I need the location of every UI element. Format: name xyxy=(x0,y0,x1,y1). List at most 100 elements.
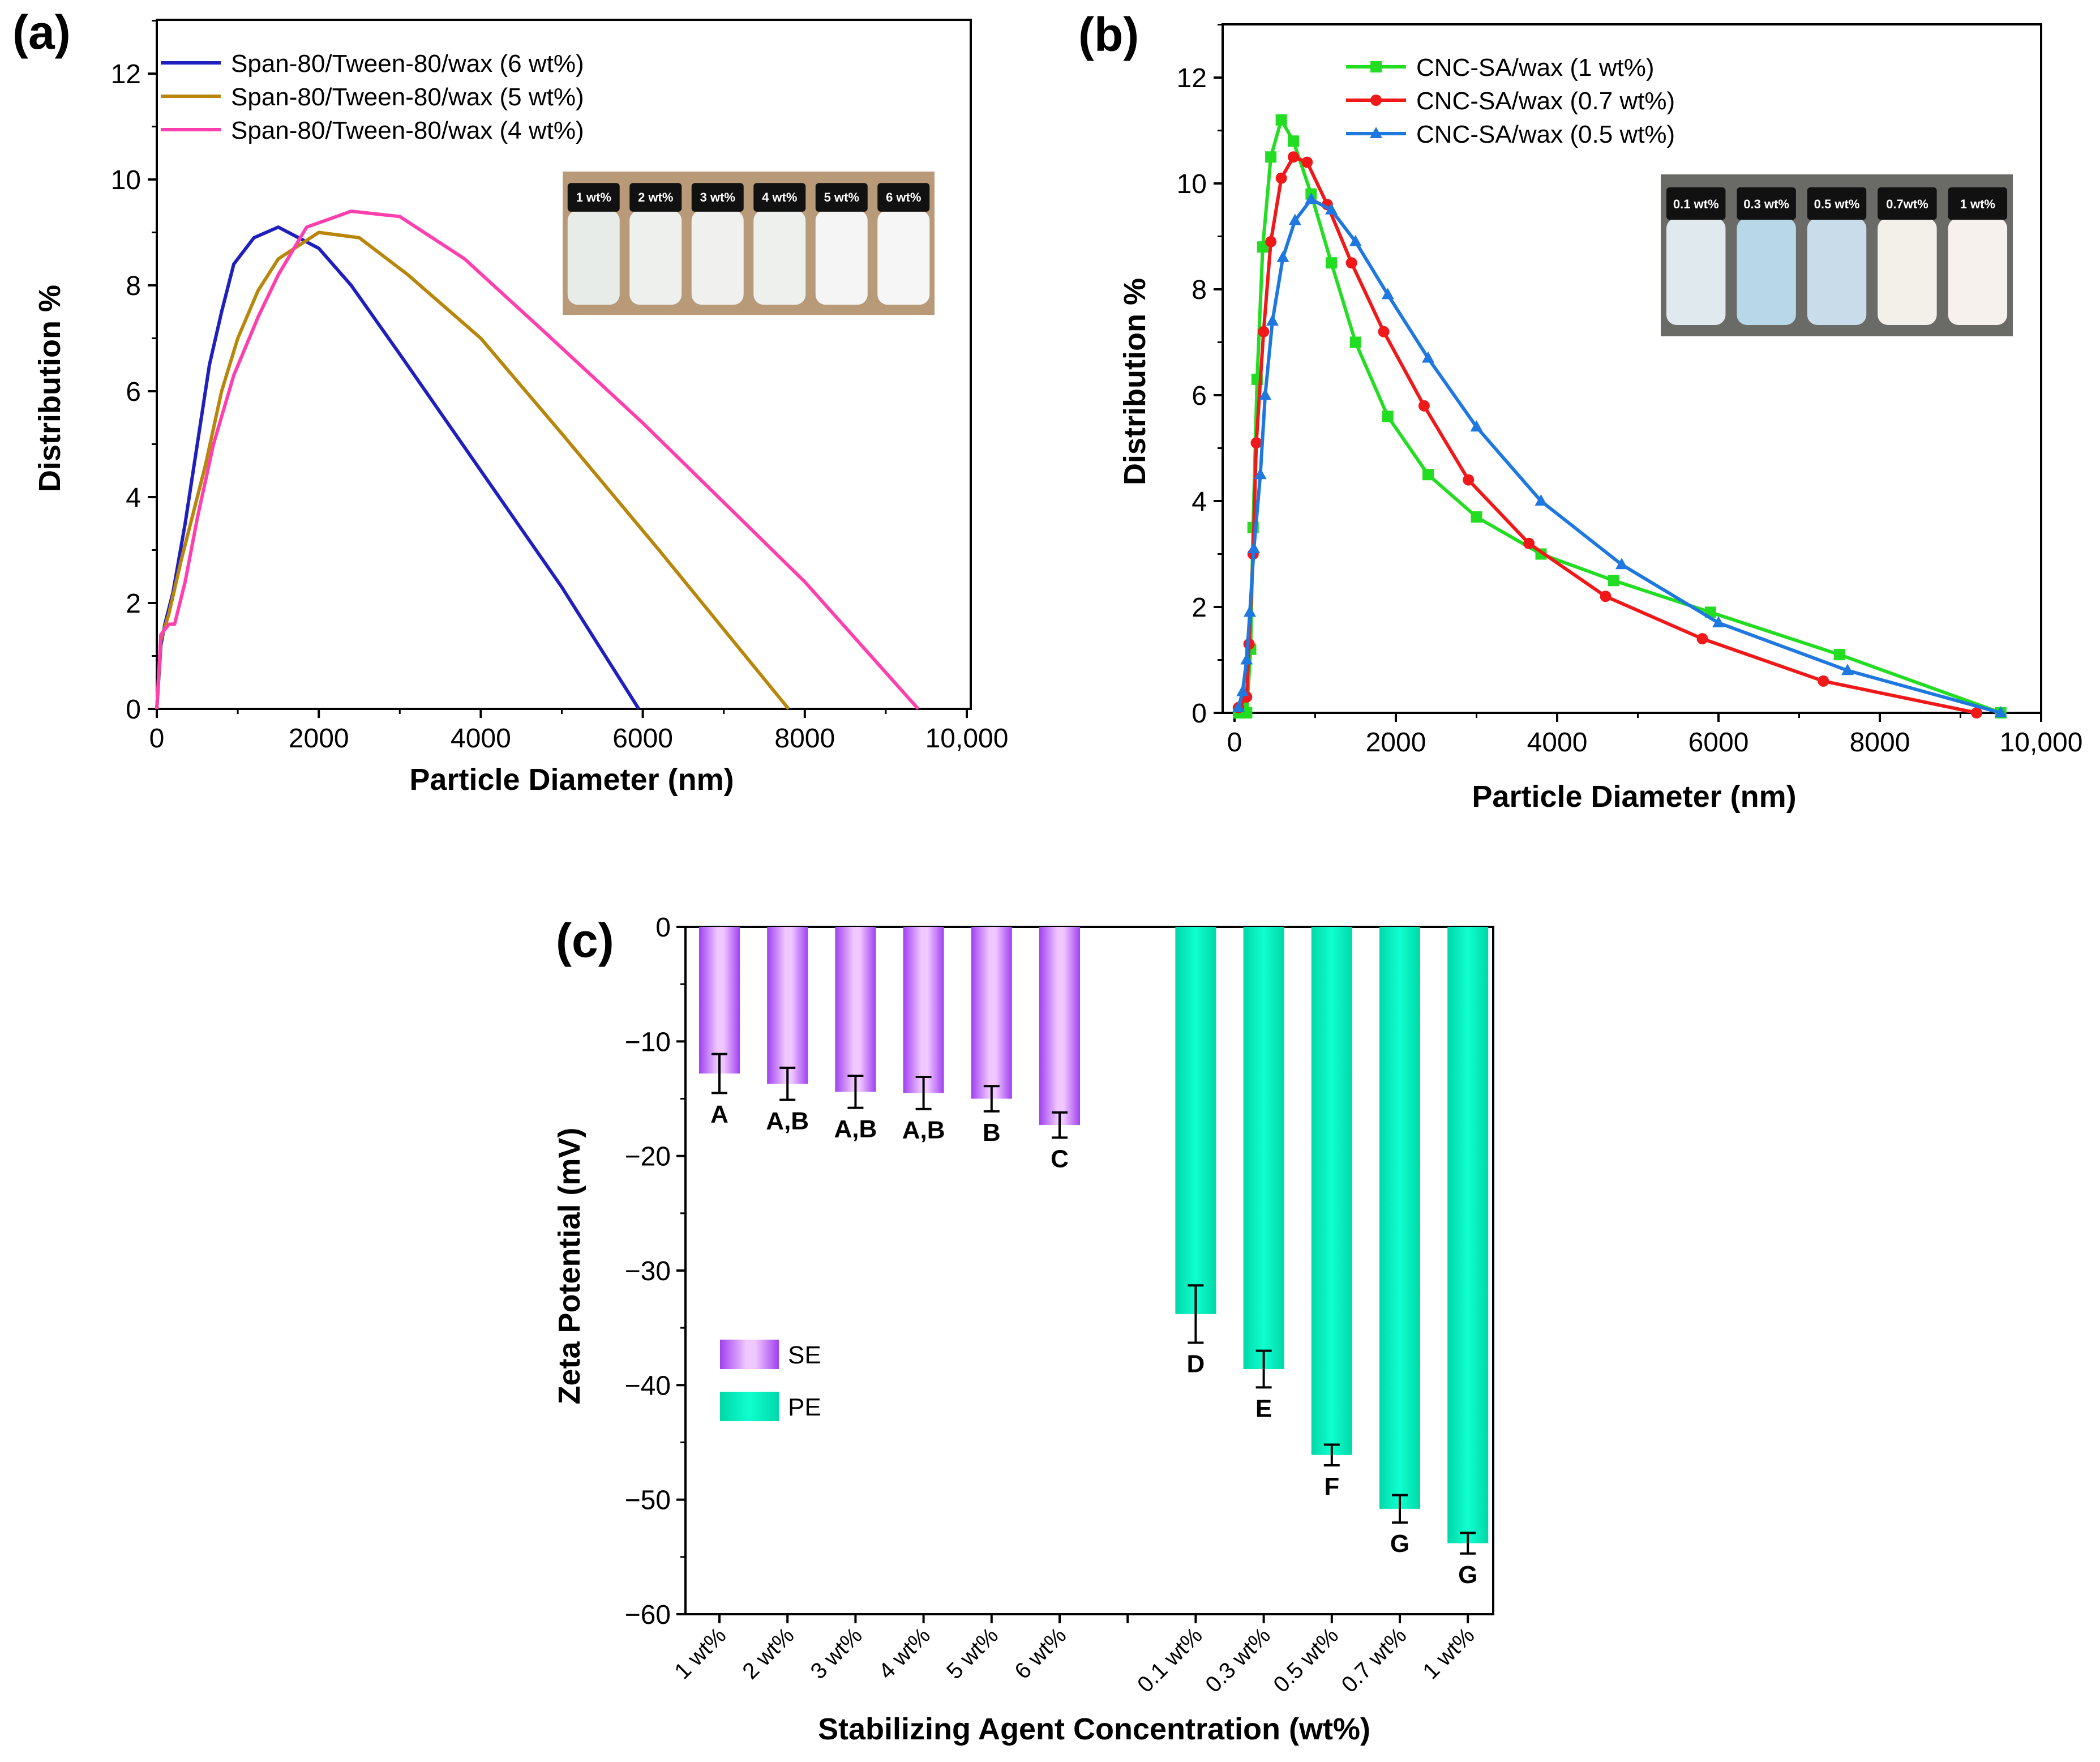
vial-label: 1 wt% xyxy=(576,190,611,204)
y-axis-title: Distribution % xyxy=(1118,278,1152,485)
vial-label: 0.7wt% xyxy=(1886,197,1928,211)
x-category-label: 0.7 wt% xyxy=(1337,1623,1412,1697)
data-point-circle xyxy=(1696,633,1708,645)
plot-frame xyxy=(1222,23,2042,714)
vial-body xyxy=(1807,218,1867,325)
data-point-triangle xyxy=(1305,193,1318,204)
series-line xyxy=(155,230,790,710)
bar-group: A xyxy=(699,927,740,1128)
bar xyxy=(1243,927,1284,1370)
significance-letter: C xyxy=(1051,1145,1069,1173)
significance-letter: E xyxy=(1255,1395,1272,1422)
data-point-triangle xyxy=(1248,542,1261,554)
x-category-label: 1 wt% xyxy=(1418,1623,1479,1684)
vial-label: 1 wt% xyxy=(1960,197,1995,211)
bar xyxy=(1311,927,1352,1455)
y-tick-label: 6 xyxy=(126,377,141,407)
y-tick-label: 2 xyxy=(1192,593,1207,623)
legend-label: Span-80/Tween-80/wax (6 wt%) xyxy=(231,50,584,78)
panel-label: (a) xyxy=(12,6,71,59)
y-tick-label: 4 xyxy=(1192,487,1207,517)
bar-group: E xyxy=(1243,927,1284,1422)
y-tick-label: 0 xyxy=(126,695,141,725)
vial-cap xyxy=(1948,187,2008,220)
significance-letter: A,B xyxy=(834,1115,877,1143)
data-point-circle xyxy=(1523,537,1535,549)
series-3 xyxy=(155,209,920,710)
data-point-circle xyxy=(1265,236,1277,247)
bar-group: F xyxy=(1311,927,1352,1500)
inset-photo: 1 wt% 2 wt% 3 wt% 4 wt% 5 wt% 6 wt% xyxy=(563,172,935,315)
data-point-triangle xyxy=(1994,706,2007,717)
vial-cap xyxy=(567,183,620,212)
legend-label: Span-80/Tween-80/wax (4 wt%) xyxy=(231,117,584,144)
x-tick-label: 8000 xyxy=(1850,728,1910,758)
data-point-circle xyxy=(1301,156,1313,168)
data-point-circle xyxy=(1418,400,1430,412)
data-point-triangle xyxy=(1325,203,1338,215)
vial-label: 0.5 wt% xyxy=(1814,197,1860,211)
x-axis-title: Stabilizing Agent Concentration (wt%) xyxy=(818,1712,1370,1746)
data-point-square xyxy=(1833,649,1845,661)
x-category-label: 5 wt% xyxy=(942,1623,1003,1684)
legend-label: CNC-SA/wax (1 wt%) xyxy=(1416,54,1655,82)
y-tick-label: 0 xyxy=(1192,699,1207,729)
vial-body xyxy=(753,210,806,305)
data-point-circle xyxy=(1818,675,1829,687)
data-point-square xyxy=(1349,336,1361,348)
data-point-square xyxy=(1370,61,1382,72)
vial-cap xyxy=(753,183,806,212)
vial-label: 0.1 wt% xyxy=(1673,197,1719,211)
bar-group: D xyxy=(1175,927,1216,1378)
vial-cap xyxy=(815,183,868,212)
y-tick-label: 12 xyxy=(1177,63,1207,93)
bar-group: G xyxy=(1379,927,1420,1558)
legend-label: Span-80/Tween-80/wax (5 wt%) xyxy=(231,83,584,111)
panel-label: (b) xyxy=(1078,8,1139,61)
x-category-label: 3 wt% xyxy=(806,1623,867,1684)
y-tick-label: 12 xyxy=(111,59,141,89)
x-tick-label: 4000 xyxy=(1527,728,1588,758)
x-category-label: 0.3 wt% xyxy=(1201,1623,1275,1697)
y-axis-title: Zeta Potential (mV) xyxy=(552,1127,586,1404)
data-point-circle xyxy=(1971,707,1982,719)
bar xyxy=(1039,927,1080,1126)
data-point-triangle xyxy=(1266,314,1279,326)
y-tick-label: −50 xyxy=(625,1486,671,1516)
series-3 xyxy=(1232,193,2007,717)
data-point-circle xyxy=(1600,591,1612,602)
data-point-circle xyxy=(1250,437,1262,449)
x-category-label: 6 wt% xyxy=(1010,1623,1071,1684)
data-point-triangle xyxy=(1470,420,1483,432)
y-tick-label: 10 xyxy=(1177,169,1207,199)
x-category-label: 2 wt% xyxy=(738,1623,799,1684)
y-tick-label: 0 xyxy=(655,913,671,943)
data-point-square xyxy=(1288,135,1300,147)
data-point-square xyxy=(1241,707,1253,719)
vial-body xyxy=(1666,218,1726,325)
data-point-triangle xyxy=(1370,127,1382,138)
x-tick-label: 4000 xyxy=(451,724,511,754)
vial-body xyxy=(877,210,930,305)
data-point-triangle xyxy=(1254,468,1267,480)
series-2 xyxy=(155,230,790,710)
significance-letter: D xyxy=(1187,1350,1205,1378)
data-point-square xyxy=(1257,241,1268,253)
data-point-triangle xyxy=(1535,494,1548,506)
data-point-triangle xyxy=(1232,700,1245,712)
significance-letter: F xyxy=(1324,1473,1339,1500)
data-point-triangle xyxy=(1244,605,1257,617)
y-tick-label: 8 xyxy=(126,271,141,301)
significance-letter: A,B xyxy=(766,1107,809,1135)
vial-body xyxy=(815,210,868,305)
data-point-square xyxy=(1275,114,1287,126)
data-point-square xyxy=(1422,469,1434,481)
x-tick-label: 2000 xyxy=(289,724,349,754)
y-tick-label: −30 xyxy=(625,1256,671,1286)
data-point-circle xyxy=(1370,95,1382,106)
panel-b-distribution-chart: (b) 0 2000 4000 6000 8000 10,000 0 2 4 6 8 10 12 Parti… xyxy=(1078,8,2082,814)
vial-body xyxy=(1948,218,2008,325)
y-tick-label: 4 xyxy=(126,483,141,513)
y-tick-label: 10 xyxy=(111,165,141,195)
